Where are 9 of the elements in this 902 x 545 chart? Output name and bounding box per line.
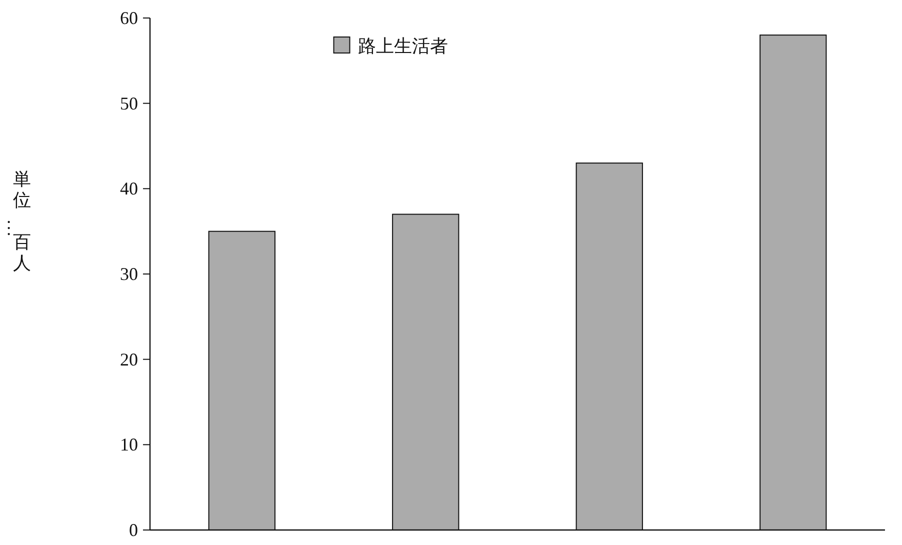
y-tick-label: 40 <box>120 178 138 199</box>
y-tick-label: 20 <box>120 349 138 370</box>
y-tick-label: 0 <box>129 520 138 540</box>
y-axis-title: 単位…百人 <box>4 169 31 273</box>
y-tick-label: 10 <box>120 434 138 455</box>
y-tick-label: 60 <box>120 8 138 28</box>
y-tick-label: 30 <box>120 264 138 284</box>
legend-label: 路上生活者 <box>358 36 448 56</box>
y-tick-label: 50 <box>120 93 138 114</box>
